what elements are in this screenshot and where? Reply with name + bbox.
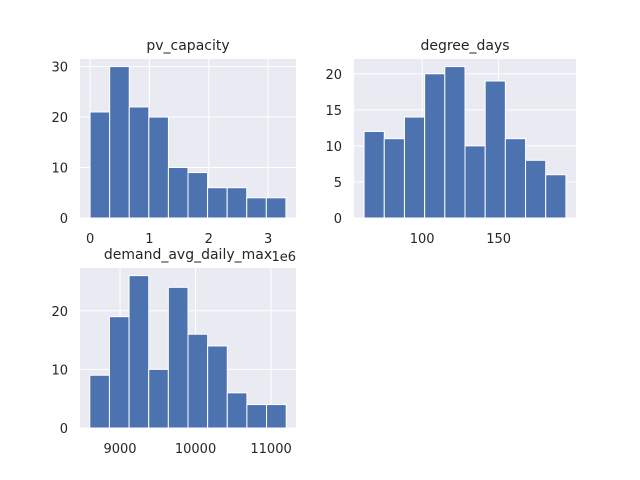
- histogram-bar: [128, 275, 150, 429]
- histogram-bar: [363, 130, 385, 219]
- demand-avg-daily-max-histogram: demand_avg_daily_max 0 10 20 9000 10000 11000: [51, 247, 296, 457]
- histogram-bar: [109, 66, 130, 219]
- x-axis-offset-label: 1e6: [271, 250, 296, 265]
- histogram-bar: [403, 116, 426, 219]
- x-tick-label: 100: [410, 232, 435, 247]
- x-tick-label: 0: [86, 232, 94, 247]
- histogram-bar: [246, 197, 267, 219]
- histogram-bar: [89, 111, 111, 219]
- histogram-bar: [504, 138, 527, 219]
- histogram-bar: [207, 345, 228, 429]
- y-tick-label: 15: [325, 104, 342, 119]
- histogram-bar: [148, 116, 169, 219]
- histogram-bar: [207, 187, 228, 219]
- histogram-bar: [424, 73, 446, 219]
- histogram-bar: [444, 66, 466, 219]
- histogram-bar: [226, 187, 248, 219]
- histogram-bar: [89, 374, 110, 429]
- y-tick-label: 5: [334, 176, 342, 191]
- x-tick-label: 2: [205, 232, 213, 247]
- histogram-bar: [128, 106, 150, 219]
- degree-days-histogram: degree_days 0 5 10 15 20 100 150: [325, 38, 576, 247]
- x-tick-label: 3: [264, 232, 272, 247]
- y-tick-label: 10: [325, 140, 342, 155]
- histogram-bar: [545, 174, 567, 219]
- histogram-bar: [383, 138, 405, 219]
- histogram-bar: [167, 286, 189, 429]
- histogram-bar: [525, 159, 547, 219]
- y-tick-label: 30: [51, 61, 68, 76]
- histogram-bar: [246, 404, 268, 429]
- x-tick-label: 150: [486, 232, 511, 247]
- histogram-bar: [265, 197, 287, 219]
- y-tick-label: 0: [60, 422, 68, 437]
- y-tick-label: 10: [51, 162, 68, 177]
- y-tick-label: 0: [60, 212, 68, 227]
- y-tick-label: 20: [51, 111, 68, 126]
- y-tick-label: 0: [334, 212, 342, 227]
- subplot-title: demand_avg_daily_max: [104, 247, 272, 263]
- x-tick-label: 10000: [175, 442, 216, 457]
- y-tick-label: 10: [51, 363, 68, 378]
- x-tick-label: 11000: [250, 442, 291, 457]
- y-tick-label: 20: [51, 305, 68, 320]
- histogram-bar: [187, 172, 209, 219]
- histogram-bar: [187, 333, 209, 429]
- histogram-bar: [226, 392, 248, 429]
- x-tick-label: 9000: [103, 442, 136, 457]
- pv-capacity-histogram: pv_capacity 0 10 20 30 0 1 2 3 1e6: [51, 38, 296, 265]
- histogram-bar: [484, 80, 506, 219]
- histogram-bar: [266, 404, 287, 429]
- histogram-bar: [148, 368, 169, 429]
- y-tick-label: 20: [325, 68, 342, 83]
- subplot-title: pv_capacity: [146, 38, 229, 54]
- histogram-bar: [464, 145, 486, 219]
- subplot-title: degree_days: [420, 38, 509, 54]
- histogram-bar: [167, 167, 189, 219]
- histogram-bar: [108, 316, 130, 429]
- x-tick-label: 1: [145, 232, 153, 247]
